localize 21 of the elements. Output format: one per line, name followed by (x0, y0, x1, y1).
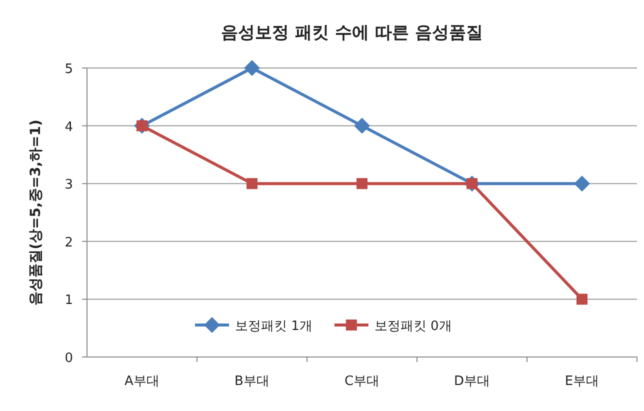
point (574, 176, 590, 192)
y-tick-label: 1 (64, 293, 73, 308)
point (244, 60, 260, 76)
y-tick-label: 0 (64, 351, 73, 366)
x-tick-label: B부대 (234, 374, 270, 389)
x-tick-label: D부대 (454, 374, 490, 389)
y-tick-label: 4 (64, 120, 73, 135)
y-tick-label: 3 (64, 178, 73, 193)
y-tick-label: 2 (64, 235, 73, 250)
chart-title: 음성보정 패킷 수에 따른 음성품질 (221, 23, 483, 43)
x-tick-label: A부대 (124, 374, 160, 389)
point (576, 294, 588, 305)
point (356, 178, 368, 190)
x-tick-label: C부대 (344, 374, 380, 389)
y-axis-title: 음성품질(상=5,중=3,하=1) (28, 120, 44, 306)
x-tick-label: E부대 (564, 374, 600, 389)
y-tick-label: 5 (64, 62, 73, 77)
legend-label: 보정패킷 0개 (374, 319, 452, 334)
legend-label: 보정패킷 1개 (235, 319, 312, 334)
point (246, 178, 258, 190)
point (354, 118, 370, 134)
